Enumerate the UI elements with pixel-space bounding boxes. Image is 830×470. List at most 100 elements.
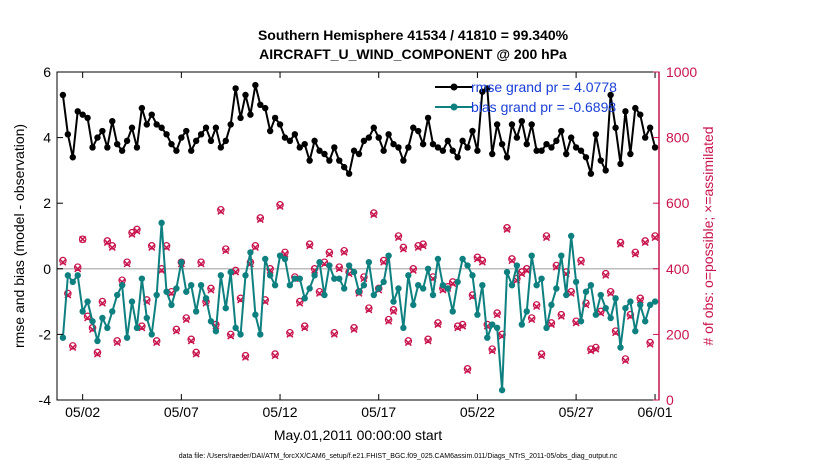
obs-assimilated-marker <box>587 347 595 355</box>
bias-point <box>232 324 239 332</box>
bias-point <box>296 275 303 282</box>
obs-possible-marker <box>557 310 566 319</box>
bias-point <box>548 301 555 309</box>
rmse-point <box>602 167 609 174</box>
bias-point <box>271 282 279 289</box>
obs-assimilated-marker <box>296 299 304 307</box>
rmse-point <box>533 147 540 154</box>
axis-ticks: 05/02 05/07 05/12 05/17 05/22 05/27 06/01 -4 -2 0… <box>39 64 698 420</box>
obs-possible-marker <box>276 201 284 209</box>
bias-point <box>553 285 560 292</box>
obs-assimilated-marker <box>232 268 240 276</box>
obs-possible-marker <box>621 355 630 363</box>
bias-point <box>336 275 343 282</box>
rmse-point <box>336 157 343 164</box>
rmse-point <box>523 140 530 148</box>
bias-point <box>641 318 649 325</box>
bias-point <box>370 291 377 299</box>
rmse-point <box>138 104 146 112</box>
obs-assimilated-marker <box>419 242 427 250</box>
bias-point <box>257 331 264 338</box>
bias-point <box>168 301 175 309</box>
rmse-point <box>651 144 659 151</box>
obs-possible-marker <box>133 225 141 234</box>
bias-point <box>306 285 313 292</box>
legend-rmse-label: rmse grand pr = 4.0778 <box>471 79 617 95</box>
bias-point <box>572 278 580 286</box>
obs-assimilated-marker <box>128 230 136 238</box>
rmse-point <box>192 137 200 145</box>
rmse-point <box>237 114 244 122</box>
obs-possible-marker <box>542 232 551 240</box>
obs-assimilated-marker <box>488 347 496 355</box>
bias-point <box>331 275 338 282</box>
obs-assimilated-marker <box>74 265 82 273</box>
bias-point <box>350 268 358 276</box>
obs-possible-marker <box>458 320 467 329</box>
bias-point <box>321 291 328 299</box>
obs-assimilated-marker <box>493 311 501 319</box>
rmse-point <box>355 150 363 158</box>
bias-point <box>79 308 86 315</box>
bias-point <box>202 295 210 302</box>
bias-point <box>434 255 442 263</box>
rmse-point <box>360 137 368 145</box>
rmse-point <box>227 121 234 128</box>
rmse-point <box>222 137 229 145</box>
rmse-point <box>622 108 629 115</box>
rmse-point <box>390 140 397 148</box>
rmse-point <box>133 144 141 151</box>
obs-possible-marker <box>463 365 472 373</box>
y-tick-label-left: 0 <box>43 261 51 277</box>
obs-possible-marker <box>641 237 649 245</box>
bias-point <box>410 301 417 309</box>
rmse-point <box>454 154 461 161</box>
rmse-point <box>553 137 560 145</box>
obs-assimilated-marker <box>602 271 610 279</box>
obs-assimilated-marker <box>325 250 333 258</box>
obs-assimilated-marker <box>365 306 373 314</box>
rmse-point <box>489 150 496 158</box>
obs-possible-marker <box>93 348 102 357</box>
rmse-point <box>513 134 521 141</box>
bias-point <box>558 252 565 259</box>
bias-point <box>365 259 373 266</box>
rmse-point <box>257 101 264 109</box>
obs-assimilated-marker <box>577 258 585 266</box>
obs-assimilated-marker <box>163 243 171 252</box>
rmse-point <box>637 111 644 118</box>
obs-assimilated-marker <box>636 296 644 304</box>
obs-possible-marker <box>434 319 442 327</box>
obs-possible-marker <box>601 269 610 278</box>
obs-possible-marker <box>221 245 230 253</box>
bias-point <box>138 275 146 282</box>
bias-point <box>489 321 496 328</box>
bias-point <box>153 291 160 299</box>
bias-point <box>114 291 121 299</box>
obs-possible-marker <box>340 246 348 255</box>
obs-assimilated-marker <box>207 286 215 294</box>
rmse-point <box>89 144 96 151</box>
rmse-point <box>94 134 101 141</box>
bias-point <box>587 282 595 289</box>
bias-point <box>355 288 363 295</box>
bias-point <box>597 291 604 299</box>
rmse-point <box>380 147 387 154</box>
obs-possible-marker <box>493 309 501 317</box>
obs-assimilated-marker <box>607 289 615 297</box>
bias-point <box>133 324 141 332</box>
legend: rmse grand pr = 4.0778 bias grand pr = -… <box>435 79 617 115</box>
rmse-point <box>118 147 126 154</box>
obs-possible-marker <box>409 264 418 273</box>
obs-possible-marker <box>103 237 112 245</box>
bias-point <box>375 285 382 292</box>
obs-assimilated-marker <box>459 322 467 330</box>
bias-point <box>503 268 511 276</box>
obs-possible-marker <box>152 337 161 345</box>
rmse-point <box>291 131 299 138</box>
y-tick-label-right: 600 <box>666 195 690 211</box>
obs-assimilated-marker <box>69 343 77 352</box>
x-tick-label: 05/12 <box>263 404 298 420</box>
rmse-point <box>64 131 72 138</box>
